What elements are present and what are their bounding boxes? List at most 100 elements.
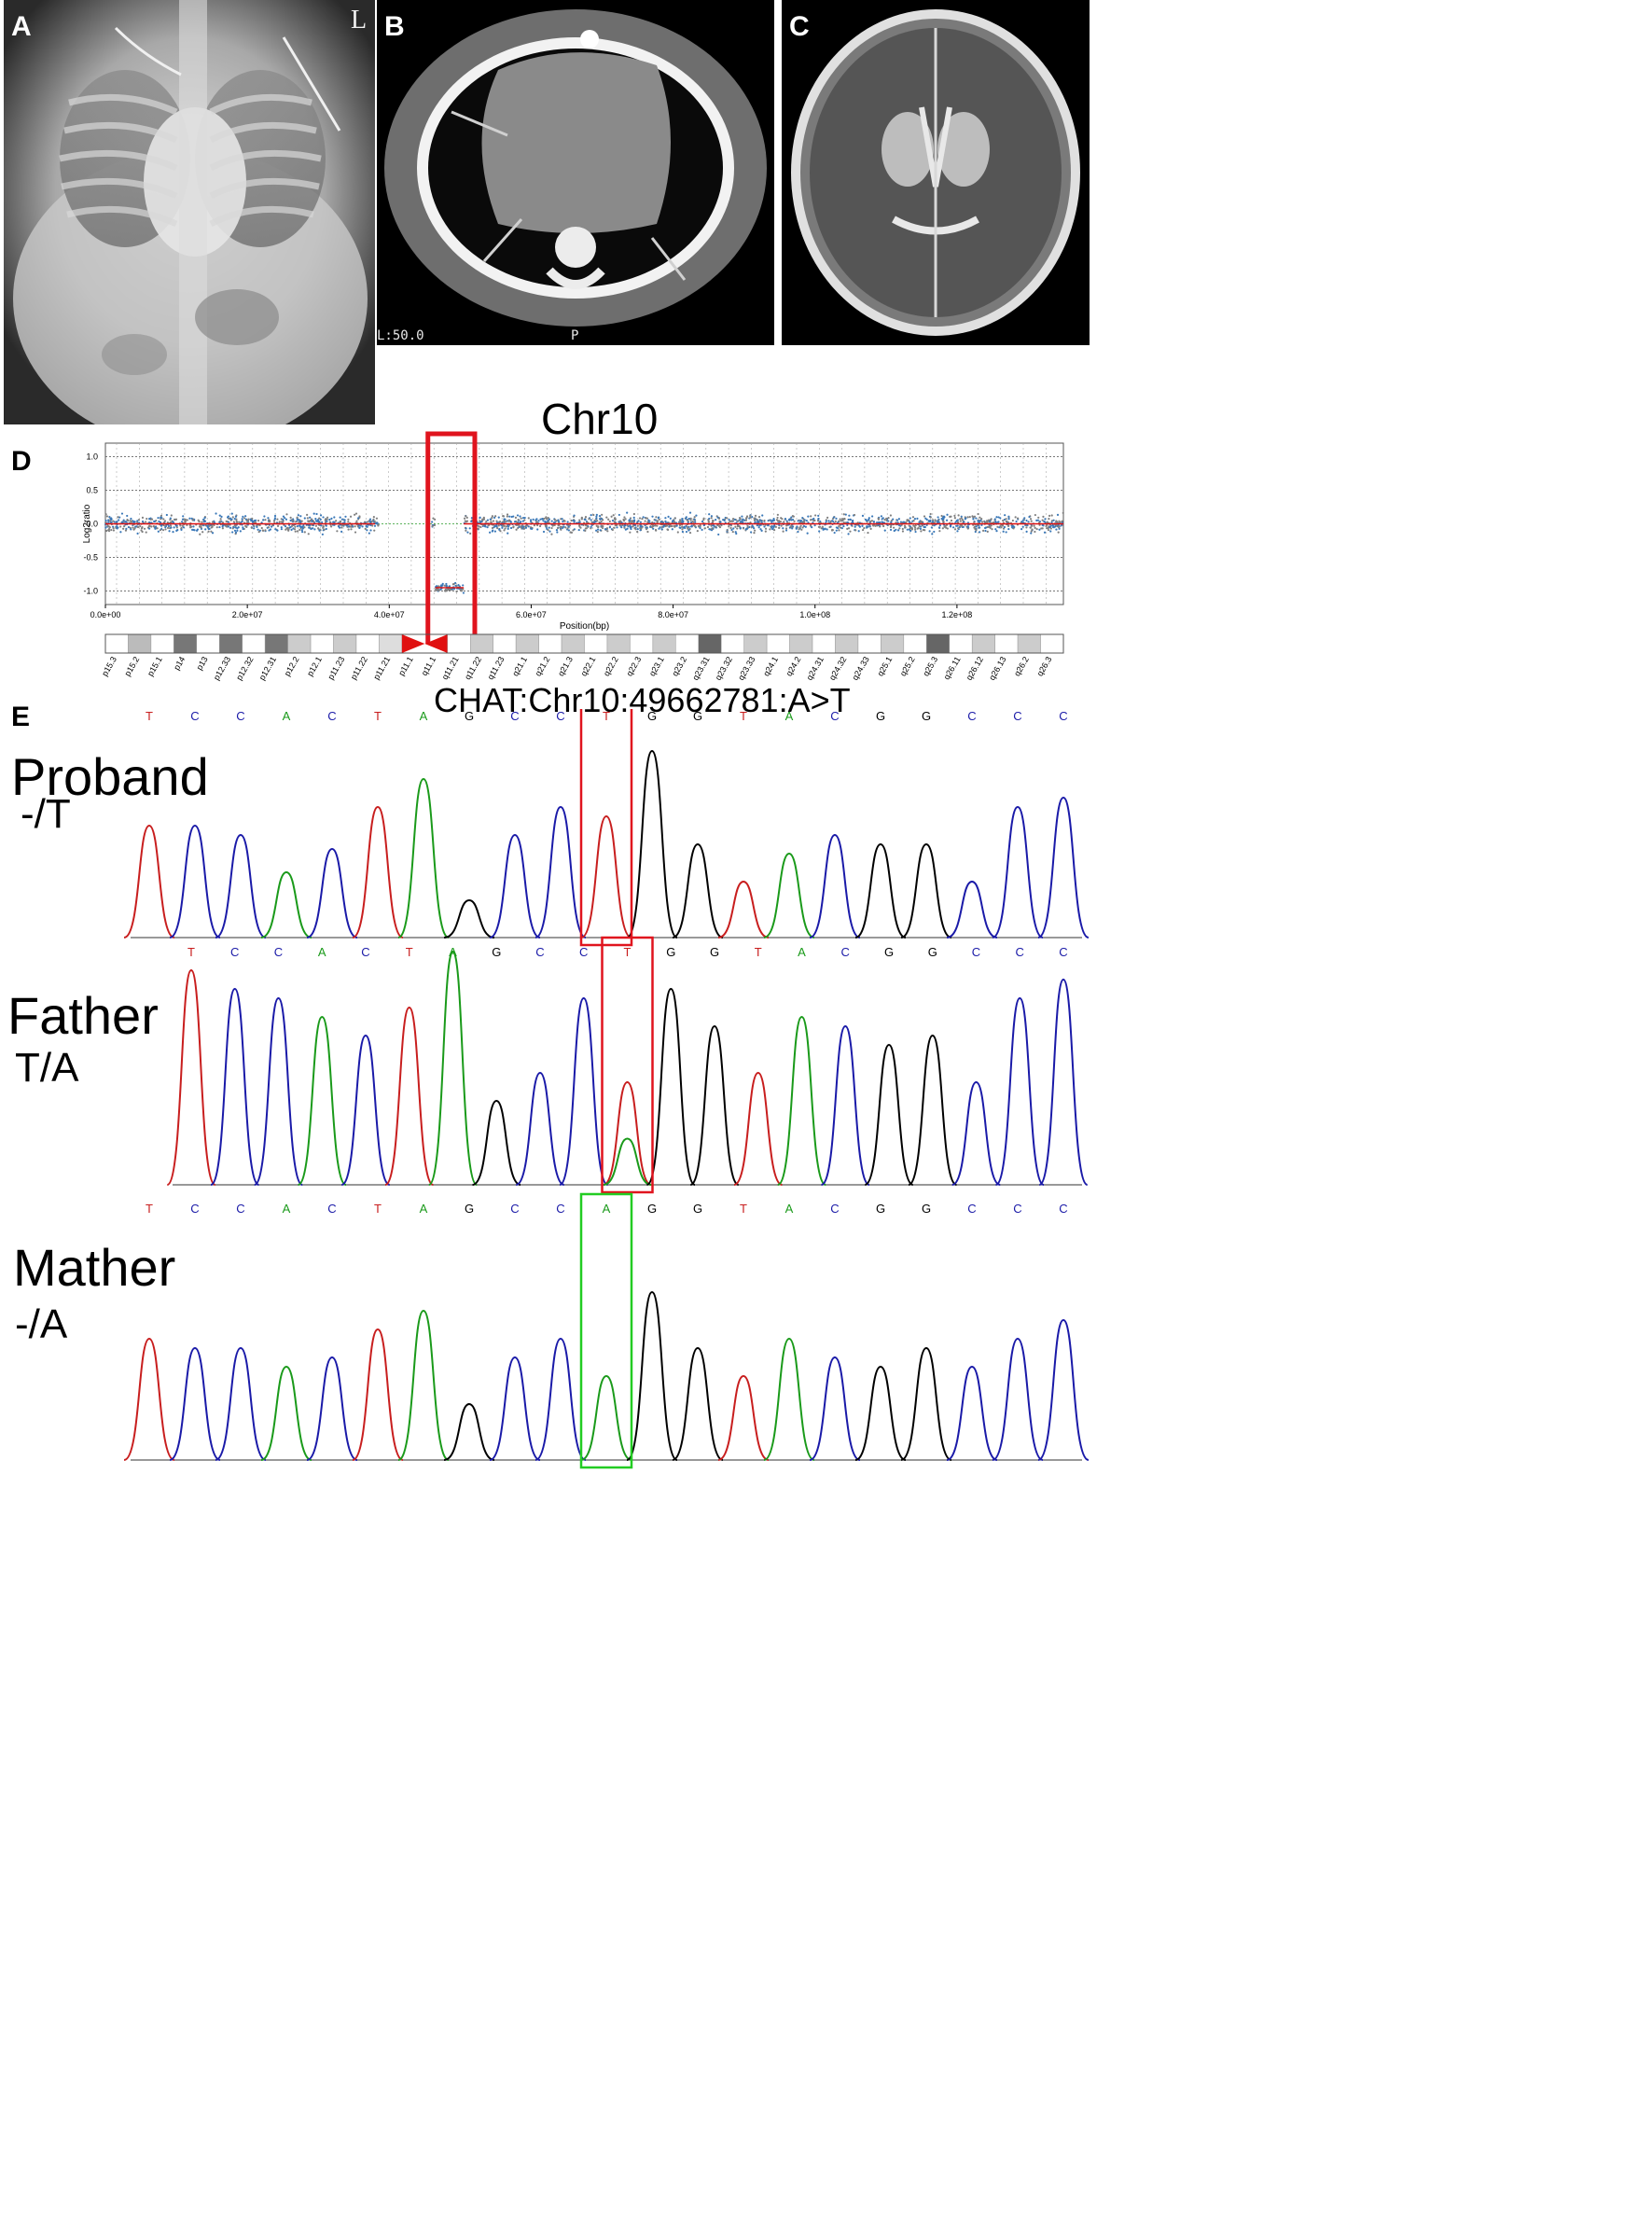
- data-point: [688, 511, 692, 514]
- data-point: [918, 524, 921, 528]
- data-point: [455, 590, 458, 593]
- band-label: p11.21: [371, 655, 392, 681]
- data-point: [358, 526, 361, 529]
- data-point: [520, 521, 522, 523]
- data-point: [267, 517, 270, 520]
- data-point: [853, 513, 856, 517]
- data-point: [1058, 527, 1061, 530]
- data-point: [580, 517, 583, 520]
- data-point: [464, 520, 466, 522]
- band-label: q26.11: [942, 655, 963, 681]
- data-point: [318, 517, 321, 520]
- data-point: [121, 521, 124, 523]
- data-point: [919, 527, 923, 531]
- data-point: [351, 524, 354, 528]
- data-point: [767, 524, 770, 527]
- data-point: [835, 529, 838, 532]
- data-point: [343, 521, 346, 523]
- data-point: [874, 524, 877, 527]
- data-point: [736, 524, 740, 528]
- data-point: [757, 516, 761, 519]
- data-point: [590, 525, 592, 528]
- trace-peaks: [123, 1290, 1090, 1461]
- data-point: [600, 520, 603, 523]
- data-point: [636, 530, 639, 534]
- data-point: [302, 523, 305, 527]
- base-call-letter: C: [841, 945, 850, 959]
- band-label: q21.1: [510, 655, 529, 678]
- data-point: [989, 525, 992, 528]
- ideogram-band: [355, 633, 380, 654]
- data-point: [977, 512, 979, 516]
- data-point: [633, 519, 636, 521]
- data-point: [582, 523, 585, 526]
- ideogram-band: [835, 633, 859, 654]
- data-point: [753, 519, 757, 521]
- data-point: [754, 514, 757, 517]
- ideogram-band: [630, 633, 654, 654]
- data-point: [797, 520, 799, 522]
- data-point: [175, 526, 178, 529]
- data-point: [931, 521, 935, 523]
- data-point: [520, 525, 522, 528]
- data-point: [651, 525, 655, 528]
- ideogram-band: [812, 633, 836, 654]
- data-point: [534, 519, 537, 521]
- data-point: [492, 529, 494, 532]
- data-point: [701, 528, 703, 531]
- data-point: [322, 524, 325, 527]
- data-point: [749, 521, 752, 524]
- data-point: [232, 521, 235, 523]
- ideogram-band: [219, 633, 243, 654]
- data-point: [239, 530, 242, 533]
- data-point: [626, 527, 629, 530]
- data-point: [695, 514, 698, 517]
- data-point: [285, 527, 288, 530]
- data-point: [857, 530, 860, 533]
- band-label: q23.1: [647, 655, 666, 678]
- data-point: [357, 517, 360, 520]
- data-point: [145, 521, 147, 523]
- data-point: [1055, 528, 1058, 531]
- data-point: [852, 519, 854, 522]
- data-point: [940, 514, 943, 518]
- data-point: [310, 527, 312, 531]
- ideogram-band: [447, 633, 471, 654]
- data-point: [842, 521, 845, 524]
- data-point: [897, 529, 900, 532]
- data-point: [285, 518, 288, 521]
- data-point: [959, 518, 962, 521]
- data-point: [350, 528, 353, 531]
- data-point: [651, 515, 654, 518]
- data-point: [370, 520, 373, 522]
- band-label: q23.33: [736, 655, 757, 682]
- data-point: [776, 516, 779, 520]
- data-point: [556, 531, 559, 534]
- trace-peaks: [123, 749, 1090, 939]
- data-point: [1030, 532, 1033, 535]
- data-point: [132, 521, 135, 524]
- data-point: [486, 526, 489, 529]
- data-point: [548, 530, 551, 533]
- data-point: [179, 524, 182, 527]
- ideogram-band: [333, 633, 357, 654]
- data-point: [550, 533, 553, 535]
- data-point: [375, 517, 379, 520]
- data-point: [613, 526, 616, 529]
- data-point: [452, 588, 455, 591]
- track-genotype-proband: -/T: [21, 791, 71, 837]
- data-point: [784, 517, 787, 521]
- data-point: [1001, 524, 1005, 527]
- base-call-letter: A: [798, 945, 806, 959]
- trace-peak: [864, 1043, 914, 1186]
- data-point: [833, 531, 836, 535]
- data-point: [678, 523, 682, 527]
- ideogram-band: [1040, 633, 1064, 654]
- data-point: [980, 523, 983, 526]
- data-point: [826, 528, 828, 531]
- data-point: [507, 527, 509, 530]
- data-point: [188, 524, 191, 527]
- data-point: [1002, 527, 1006, 530]
- data-point: [298, 520, 301, 522]
- data-point: [946, 527, 949, 530]
